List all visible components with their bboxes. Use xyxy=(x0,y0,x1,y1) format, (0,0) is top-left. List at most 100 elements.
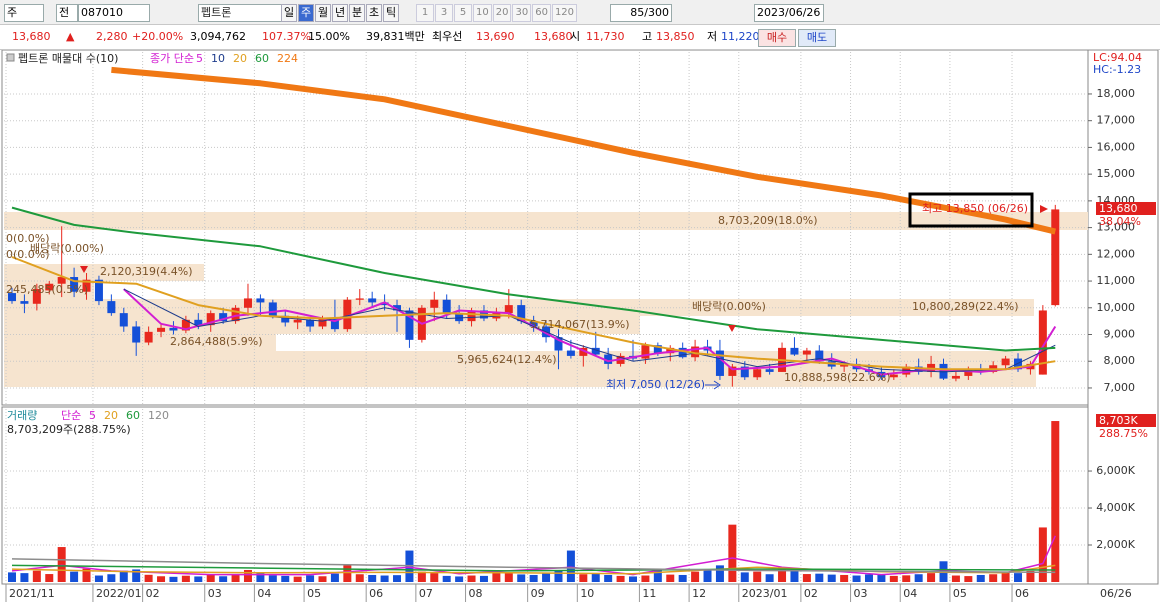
candle-body xyxy=(94,279,103,302)
code-input[interactable]: 087010 xyxy=(78,4,150,22)
x-tick-label: 07 xyxy=(419,587,433,600)
volume-bar xyxy=(703,570,712,582)
period-button[interactable]: 분 xyxy=(349,4,365,22)
low-label: 저 xyxy=(707,30,718,43)
market-select[interactable]: 주 xyxy=(4,4,44,22)
y-tick-label: 7,000 xyxy=(1104,381,1136,394)
candle-body xyxy=(206,313,215,326)
zero-label: 0(0.0%) xyxy=(6,232,50,245)
candle-body xyxy=(604,354,613,364)
high: 13,850 xyxy=(656,30,695,43)
hc-label: HC:-1.23 xyxy=(1093,63,1141,76)
buy-button[interactable]: 매수 xyxy=(758,29,796,47)
candle-body xyxy=(442,299,451,314)
x-tick-label: 03 xyxy=(854,587,868,600)
period-button[interactable]: 초 xyxy=(366,4,382,22)
date-input[interactable]: 2023/06/26 xyxy=(754,4,824,22)
x-tick-label: 09 xyxy=(531,587,545,600)
y-tick-label: 12,000 xyxy=(1097,247,1136,260)
y-tick-label: 10,000 xyxy=(1097,301,1136,314)
period-button[interactable]: 주 xyxy=(298,4,314,22)
candle-body xyxy=(579,347,588,356)
volume-bar xyxy=(989,574,998,582)
candle-body xyxy=(318,318,327,327)
name-input[interactable]: 펩트론 xyxy=(198,4,282,22)
candle-body xyxy=(380,302,389,306)
legend-entry: 224 xyxy=(277,52,298,65)
legend-entry: 20 xyxy=(104,409,118,422)
volume-bar xyxy=(616,575,625,582)
volume-bar xyxy=(1001,572,1010,582)
interval-button[interactable]: 20 xyxy=(492,4,512,22)
candle-body xyxy=(20,301,29,304)
sell-button[interactable]: 매도 xyxy=(798,29,836,47)
volume-bar xyxy=(293,576,302,582)
x-tick-label: 06 xyxy=(369,587,383,600)
price-title: 펩트론 매물대 수(10) xyxy=(18,52,118,65)
profile-label: 5,714,067(13.9%) xyxy=(530,318,630,331)
legend-entry: 5 xyxy=(196,52,203,65)
interval-button[interactable]: 60 xyxy=(532,4,551,22)
profile-label: 5,965,624(12.4%) xyxy=(457,353,557,366)
legend-entry: 20 xyxy=(233,52,247,65)
volume-ratio: 107.37% xyxy=(262,30,311,43)
volume-bar xyxy=(641,575,650,582)
volume-bar xyxy=(629,576,637,582)
profile-label: 245,485(0.5%) xyxy=(6,283,88,296)
profile-label: 10,800,289(22.4%) xyxy=(912,300,1019,313)
volume-bar xyxy=(1038,527,1047,582)
lc-label: LC:94.04 xyxy=(1093,51,1142,64)
profile-label: 2,120,319(4.4%) xyxy=(100,265,193,278)
volume-bar xyxy=(566,550,575,582)
volume-bar xyxy=(591,573,600,582)
candle-body xyxy=(529,321,538,327)
last-volume: 8,703K xyxy=(1099,414,1138,427)
interval-button[interactable]: 30 xyxy=(512,4,532,22)
x-tick-label: 05 xyxy=(953,587,967,600)
volume-bar xyxy=(157,576,166,582)
bid: 13,680 xyxy=(534,30,573,43)
candle-body xyxy=(393,305,402,311)
x-tick-label: 2023/01 xyxy=(742,587,788,600)
candle-body xyxy=(753,369,762,378)
count-input[interactable]: 85/300 xyxy=(610,4,672,22)
profile-band xyxy=(4,369,1036,387)
x-tick-label: 12 xyxy=(692,587,706,600)
interval-button[interactable]: 3 xyxy=(435,4,453,22)
candle-body xyxy=(231,307,240,322)
volume-bar xyxy=(877,574,886,582)
volume-bar xyxy=(119,570,128,582)
volume-bar xyxy=(976,574,985,582)
period-button[interactable]: 월 xyxy=(315,4,331,22)
interval-button[interactable]: 120 xyxy=(551,4,578,22)
y-tick-label: 4,000K xyxy=(1096,501,1135,514)
dividend-marker xyxy=(80,266,88,273)
prev-select[interactable]: 전 xyxy=(56,4,78,22)
candle-body xyxy=(666,347,675,354)
volume-bar xyxy=(330,573,339,582)
candle-body xyxy=(728,366,737,376)
volume-bar xyxy=(355,574,364,582)
volume-panel xyxy=(1,406,1089,585)
interval-button[interactable]: 10 xyxy=(473,4,492,22)
last-volume-box xyxy=(1096,414,1156,427)
price: 13,680 xyxy=(12,30,51,43)
volume-bar xyxy=(219,576,228,582)
last-price-box xyxy=(1096,202,1156,215)
interval-button[interactable]: 5 xyxy=(454,4,472,22)
period-button[interactable]: 일 xyxy=(281,4,297,22)
volume-bar xyxy=(852,575,861,582)
candle-body xyxy=(715,350,724,376)
candle-body xyxy=(1014,358,1023,370)
volume-bar xyxy=(691,571,700,582)
candle-body xyxy=(430,299,439,308)
volume-bar xyxy=(169,576,178,582)
y-tick-label: 2,000K xyxy=(1096,538,1135,551)
x-tick-label: 02 xyxy=(804,587,818,600)
interval-button[interactable]: 1 xyxy=(416,4,434,22)
period-button[interactable]: 년 xyxy=(332,4,348,22)
candle-body xyxy=(964,369,973,376)
right-axis xyxy=(1087,49,1159,585)
period-button[interactable]: 틱 xyxy=(383,4,399,22)
